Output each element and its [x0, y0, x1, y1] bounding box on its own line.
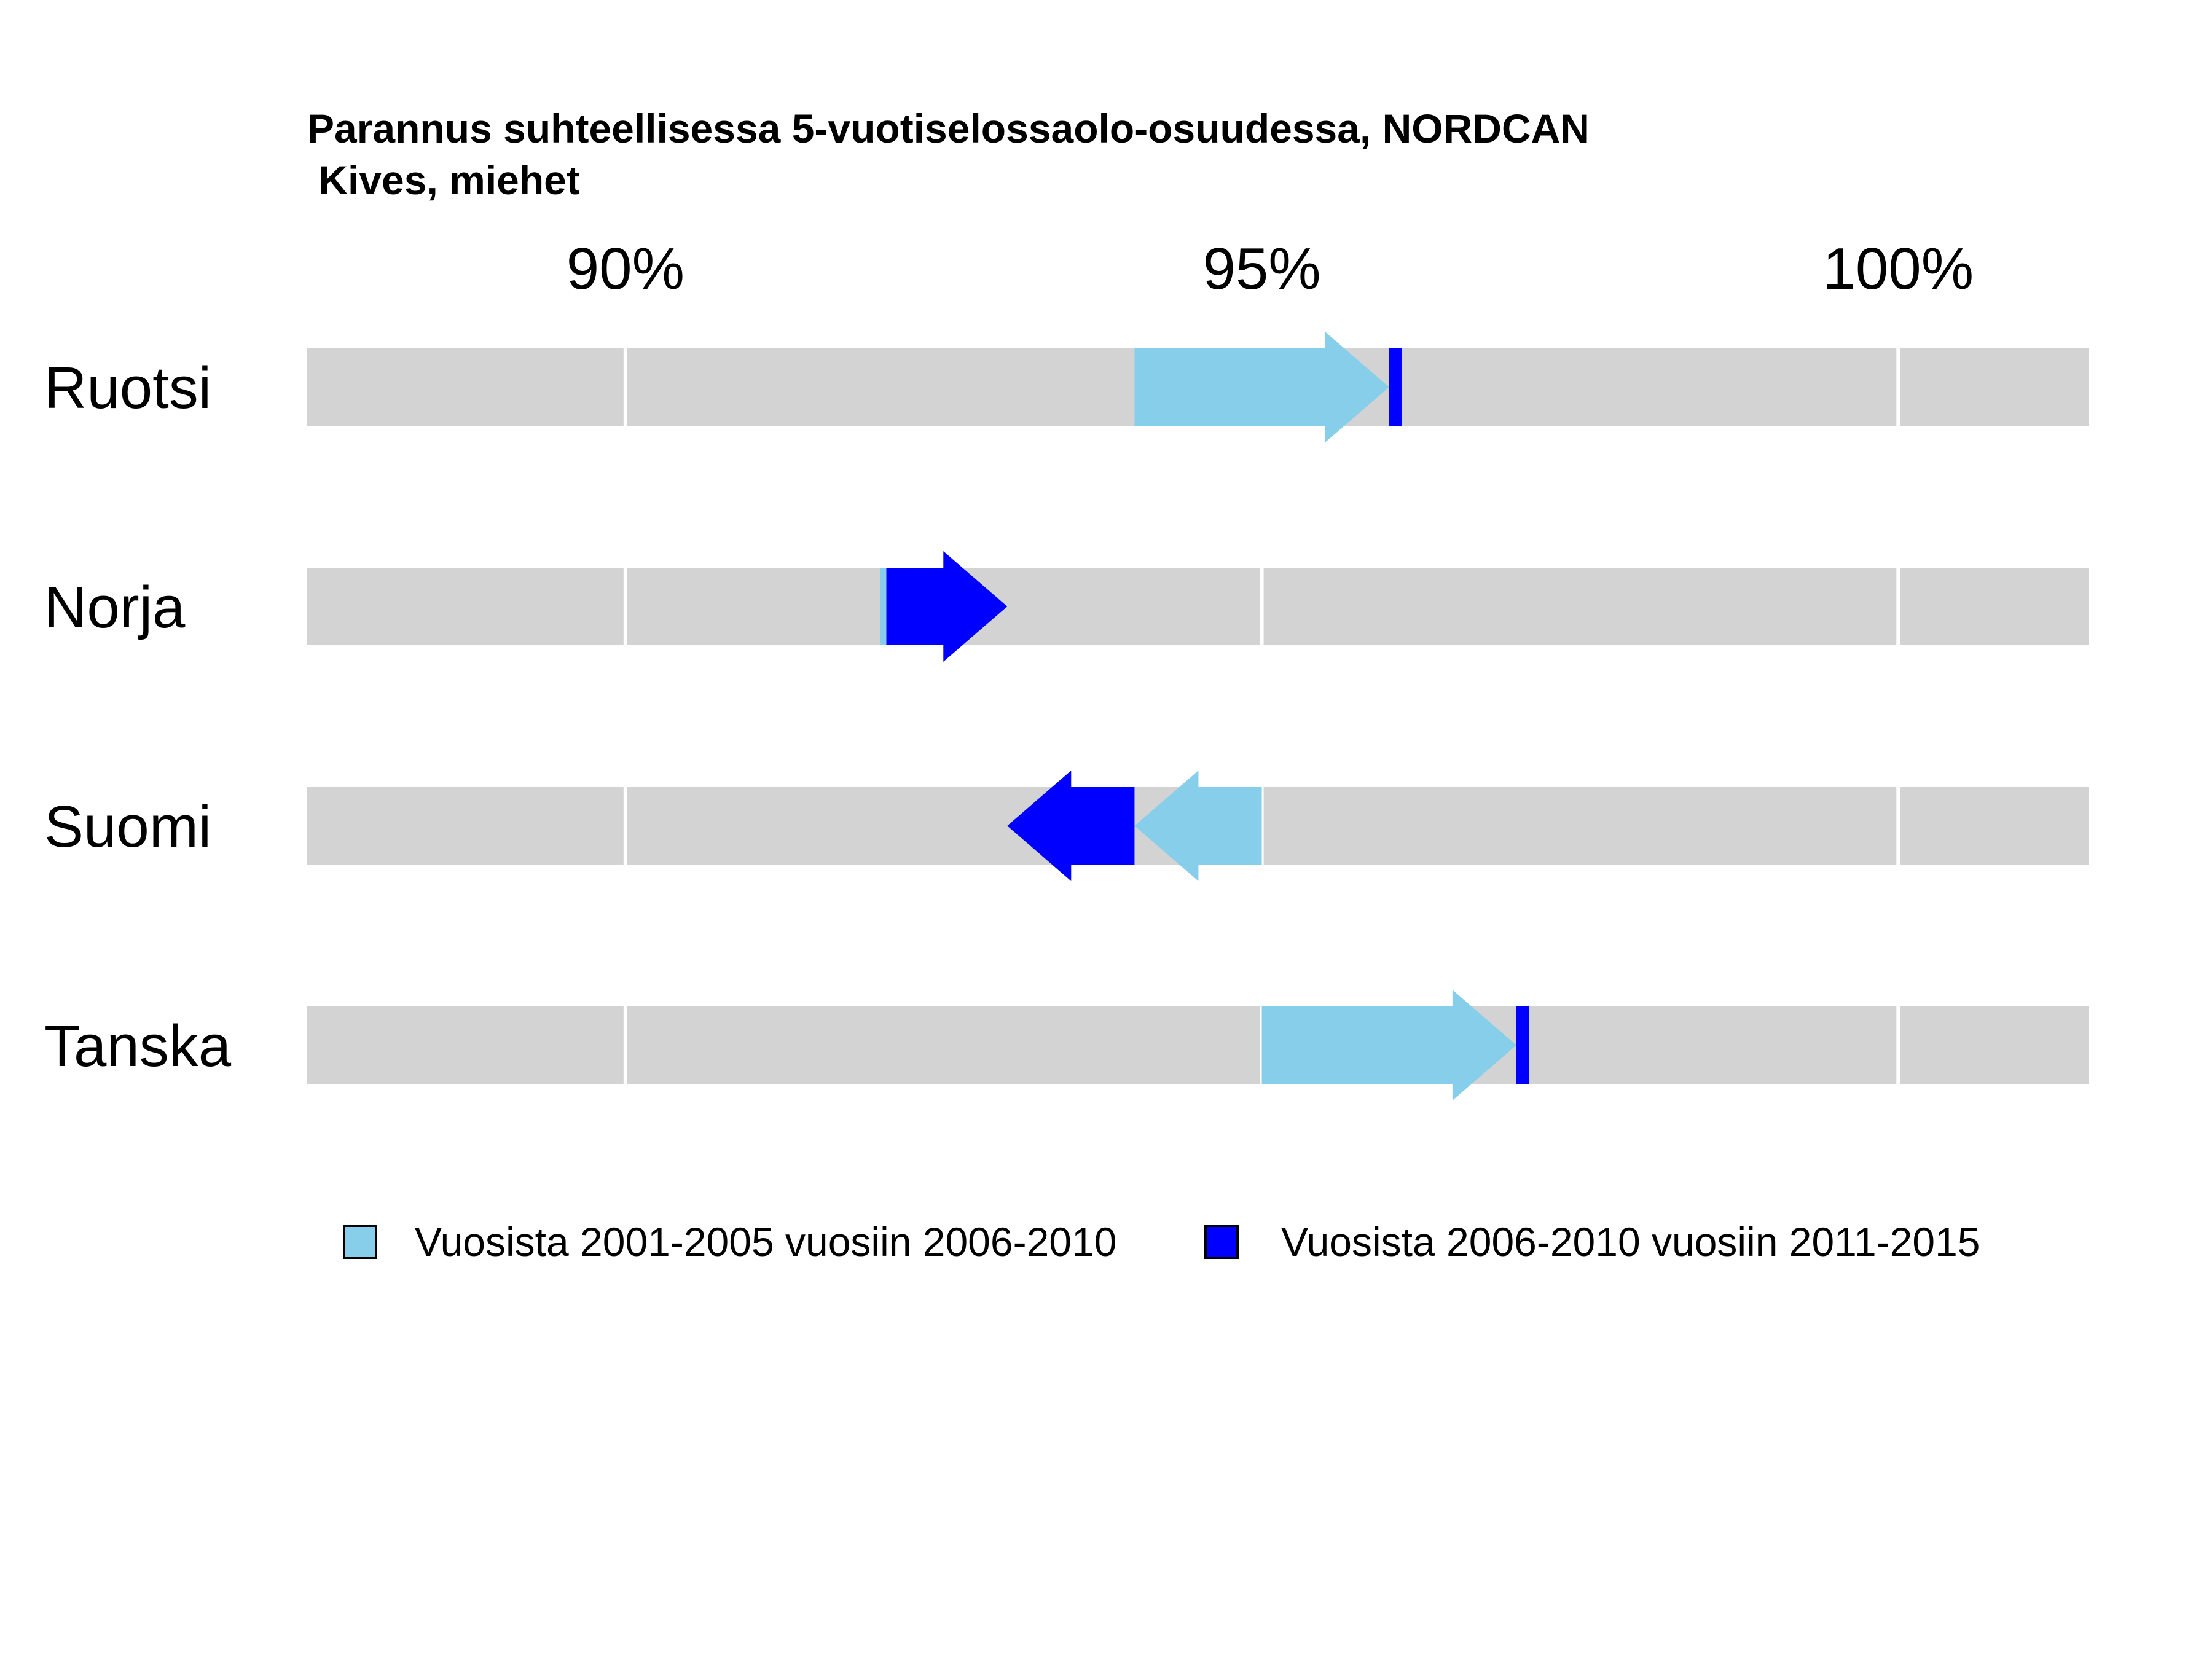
arrow-series2-suomi	[1007, 771, 1135, 881]
tick-labels: 90% 95% 100%	[567, 236, 1974, 302]
legend-swatch-2	[1204, 1225, 1239, 1259]
country-label-tanska: Tanska	[44, 1013, 232, 1079]
arrow-series1-tanska	[1261, 990, 1516, 1100]
track-norja	[307, 568, 2089, 645]
arrows-layer	[880, 332, 1529, 1100]
arrow-series2-tanska	[1516, 1006, 1529, 1084]
legend: Vuosista 2001-2005 vuosiin 2006-2010 Vuos…	[343, 1219, 1980, 1265]
arrow-series1-ruotsi	[1134, 332, 1389, 442]
legend-label-1: Vuosista 2001-2005 vuosiin 2006-2010	[415, 1219, 1116, 1265]
tick-label-90: 90%	[567, 236, 684, 302]
legend-swatch-1	[343, 1225, 377, 1259]
chart-title: Parannus suhteellisessa 5-vuotiselossaol…	[307, 106, 1590, 151]
country-label-norja: Norja	[44, 575, 186, 640]
tracks-layer	[307, 348, 2089, 1084]
chart-subtitle: Kives, miehet	[307, 157, 580, 203]
gridlines-layer	[623, 348, 1900, 1084]
country-labels: Ruotsi Norja Suomi Tanska	[44, 355, 232, 1079]
track-tanska	[307, 1006, 2089, 1084]
country-label-ruotsi: Ruotsi	[44, 355, 211, 421]
arrow-series2-ruotsi	[1389, 348, 1402, 426]
tick-label-100: 100%	[1823, 236, 1974, 302]
tick-label-95: 95%	[1203, 236, 1321, 302]
country-label-suomi: Suomi	[44, 794, 211, 860]
arrow-series2-norja	[886, 551, 1008, 662]
arrow-series1-suomi	[1134, 771, 1262, 881]
arrow-series1-norja	[880, 568, 887, 645]
legend-label-2: Vuosista 2006-2010 vuosiin 2011-2015	[1281, 1219, 1980, 1265]
